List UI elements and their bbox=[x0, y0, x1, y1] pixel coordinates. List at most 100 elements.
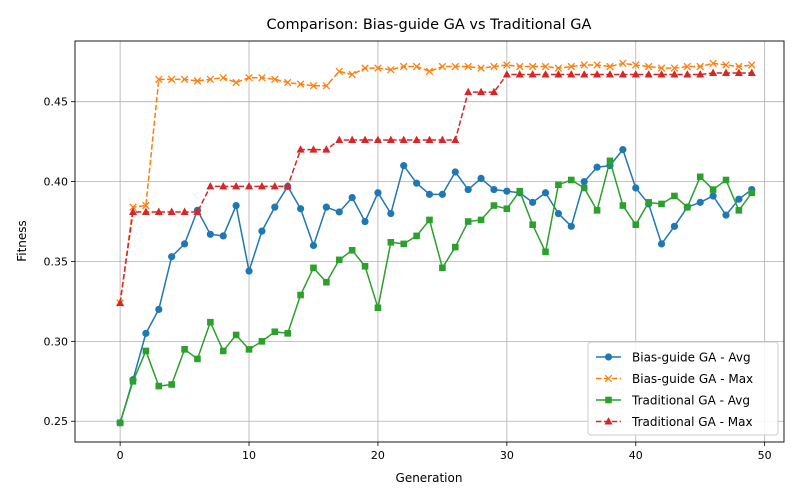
data-point bbox=[335, 256, 343, 264]
x-tick-label: 50 bbox=[758, 449, 772, 462]
data-point bbox=[670, 64, 679, 72]
data-point bbox=[619, 59, 627, 68]
legend-entry: Traditional GA - Max bbox=[596, 415, 753, 429]
data-point bbox=[335, 67, 344, 76]
y-tick-label: 0.40 bbox=[44, 176, 69, 189]
data-point bbox=[141, 207, 150, 215]
series-line bbox=[119, 72, 752, 304]
data-point bbox=[722, 211, 730, 219]
data-point bbox=[542, 248, 549, 256]
data-point bbox=[580, 177, 588, 186]
data-point bbox=[322, 81, 331, 90]
data-point bbox=[361, 135, 370, 144]
data-point bbox=[361, 262, 369, 270]
data-point bbox=[464, 218, 472, 225]
data-point bbox=[181, 346, 188, 353]
data-point bbox=[464, 87, 473, 96]
data-point bbox=[335, 208, 343, 216]
legend-entry: Bias-guide GA - Max bbox=[596, 372, 753, 386]
data-point bbox=[374, 189, 382, 197]
data-point bbox=[696, 198, 704, 206]
data-point bbox=[309, 81, 318, 90]
legend-box bbox=[587, 341, 779, 436]
series-layer bbox=[116, 59, 756, 427]
data-point bbox=[180, 240, 189, 248]
data-point bbox=[568, 176, 575, 184]
x-axis: 0 10 20 30 40 50 bbox=[117, 442, 772, 462]
data-point bbox=[206, 181, 215, 190]
data-point bbox=[271, 328, 279, 336]
data-point bbox=[671, 192, 678, 200]
data-point bbox=[593, 207, 601, 214]
data-point bbox=[554, 70, 563, 78]
data-point bbox=[748, 189, 756, 197]
data-point bbox=[645, 199, 652, 206]
data-point bbox=[451, 243, 459, 251]
plot-frame bbox=[74, 40, 785, 443]
x-tick-label: 30 bbox=[500, 449, 514, 462]
data-point bbox=[155, 382, 163, 390]
data-point bbox=[605, 70, 614, 78]
legend-marker bbox=[604, 353, 613, 361]
data-point bbox=[580, 184, 588, 192]
data-point bbox=[283, 78, 292, 87]
data-point bbox=[296, 205, 305, 213]
data-point bbox=[335, 135, 344, 144]
data-point bbox=[412, 135, 421, 144]
data-point bbox=[309, 241, 318, 250]
data-point bbox=[631, 70, 640, 78]
data-point bbox=[206, 230, 214, 238]
data-point bbox=[271, 203, 279, 211]
data-point bbox=[296, 145, 305, 153]
data-point bbox=[399, 62, 408, 71]
data-point bbox=[207, 318, 214, 326]
legend-marker bbox=[604, 417, 613, 425]
data-point bbox=[297, 291, 304, 299]
data-point bbox=[684, 203, 691, 211]
data-point bbox=[413, 232, 420, 240]
data-point bbox=[503, 61, 511, 69]
data-point bbox=[529, 221, 536, 229]
legend-marker bbox=[604, 374, 613, 383]
data-point bbox=[503, 205, 511, 213]
data-point bbox=[258, 338, 266, 345]
data-point bbox=[206, 75, 215, 84]
data-point bbox=[154, 207, 163, 215]
data-point bbox=[477, 174, 485, 182]
data-point bbox=[567, 70, 576, 78]
data-point bbox=[670, 70, 679, 78]
data-point bbox=[644, 62, 653, 71]
data-point bbox=[515, 70, 524, 78]
data-point bbox=[232, 201, 240, 210]
data-point bbox=[168, 381, 175, 388]
data-point bbox=[425, 190, 434, 198]
data-point bbox=[464, 185, 472, 194]
legend-label: Traditional GA - Max bbox=[631, 415, 753, 429]
grid bbox=[75, 41, 784, 442]
data-point bbox=[567, 222, 575, 230]
data-point bbox=[193, 77, 202, 85]
x-tick-label: 10 bbox=[242, 449, 256, 462]
data-point bbox=[683, 70, 692, 78]
data-point bbox=[670, 222, 679, 230]
data-point bbox=[193, 207, 202, 215]
data-point bbox=[116, 298, 125, 307]
data-point bbox=[515, 62, 524, 71]
data-point bbox=[348, 246, 356, 254]
data-point bbox=[245, 267, 253, 275]
data-point bbox=[683, 62, 692, 71]
data-point bbox=[322, 203, 330, 211]
data-point bbox=[155, 305, 163, 313]
data-point bbox=[257, 181, 266, 190]
data-point bbox=[477, 64, 485, 72]
data-point bbox=[232, 181, 241, 190]
data-point bbox=[386, 135, 395, 144]
data-point bbox=[658, 200, 665, 208]
legend-label: Bias-guide GA - Avg bbox=[632, 351, 751, 365]
data-point bbox=[142, 347, 150, 355]
data-point bbox=[593, 61, 601, 69]
legend-entry: Bias-guide GA - Avg bbox=[596, 351, 751, 365]
data-point bbox=[528, 70, 537, 78]
data-point bbox=[245, 181, 254, 190]
